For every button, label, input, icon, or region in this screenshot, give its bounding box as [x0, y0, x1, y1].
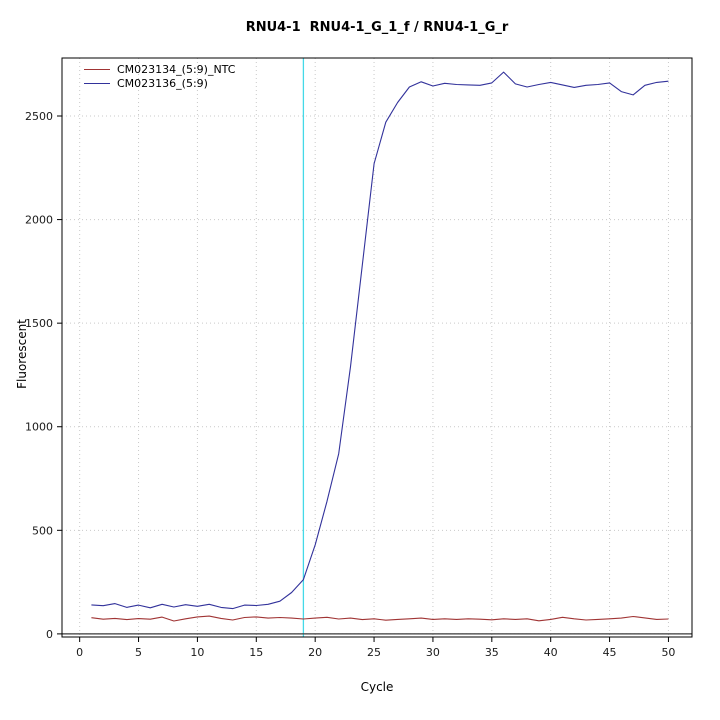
legend-label-sample: CM023136_(5:9) [117, 76, 208, 90]
legend-line-swatch-ntc [84, 68, 110, 70]
legend-item-ntc: CM023134_(5:9)_NTC [84, 62, 235, 76]
x-tick-label: 5 [135, 646, 142, 659]
x-tick-label: 35 [485, 646, 499, 659]
x-tick-label: 10 [190, 646, 204, 659]
y-tick-label: 1000 [25, 421, 53, 434]
y-tick-label: 1500 [25, 317, 53, 330]
x-tick-label: 15 [249, 646, 263, 659]
x-axis-label: Cycle [360, 680, 394, 694]
legend: CM023134_(5:9)_NTC CM023136_(5:9) [84, 62, 235, 90]
x-tick-label: 30 [426, 646, 440, 659]
y-tick-label: 500 [32, 524, 53, 537]
legend-line-swatch-sample [84, 82, 110, 84]
chart-title: RNU4-1 RNU4-1_G_1_f / RNU4-1_G_r [245, 20, 509, 35]
plot-border [61, 57, 693, 638]
x-tick-label: 40 [544, 646, 558, 659]
x-tick-label: 50 [661, 646, 675, 659]
series-line-1 [91, 71, 669, 610]
x-tick-label: 25 [367, 646, 381, 659]
x-tick-label: 0 [76, 646, 83, 659]
legend-item-sample: CM023136_(5:9) [84, 76, 235, 90]
y-tick-label: 0 [46, 628, 53, 641]
x-tick-label: 20 [308, 646, 322, 659]
x-tick-label: 45 [603, 646, 617, 659]
y-tick-label: 2500 [25, 110, 53, 123]
series-line-0 [91, 615, 669, 622]
legend-label-ntc: CM023134_(5:9)_NTC [117, 62, 236, 76]
y-tick-label: 2000 [25, 214, 53, 227]
